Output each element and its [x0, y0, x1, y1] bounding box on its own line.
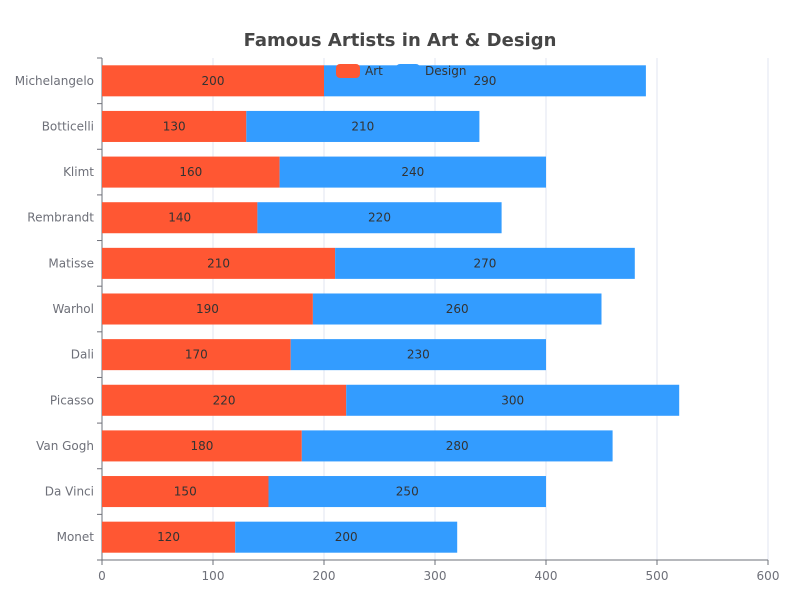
data-label: 230: [407, 348, 430, 362]
bar-design: [279, 156, 546, 188]
bar-art: [102, 384, 347, 416]
bar-design: [324, 65, 646, 97]
x-tick-label: 600: [757, 569, 780, 583]
data-label: 220: [368, 211, 391, 225]
bar-design: [246, 110, 480, 142]
data-label: 220: [213, 393, 236, 407]
bar-art: [102, 430, 302, 462]
data-label: 240: [401, 165, 424, 179]
data-label: 130: [163, 119, 186, 133]
x-tick-label: 0: [98, 569, 106, 583]
data-label: 290: [473, 74, 496, 88]
data-label: 170: [185, 348, 208, 362]
data-label: 160: [179, 165, 202, 179]
bar-art: [102, 156, 280, 188]
data-label: 280: [446, 439, 469, 453]
bar-design: [346, 384, 680, 416]
y-tick-label: Dali: [71, 348, 94, 362]
y-tick-label: Michelangelo: [15, 74, 94, 88]
data-label: 250: [396, 485, 419, 499]
chart-title: Famous Artists in Art & Design: [243, 30, 557, 51]
data-label: 210: [207, 256, 230, 270]
x-tick-label: 100: [202, 569, 225, 583]
y-tick-label: Picasso: [50, 393, 94, 407]
x-tick-label: 500: [646, 569, 669, 583]
data-label: 190: [196, 302, 219, 316]
data-label: 120: [157, 530, 180, 544]
bar-design: [290, 339, 546, 371]
y-tick-label: Matisse: [48, 256, 94, 270]
y-tick-label: Van Gogh: [36, 439, 94, 453]
x-tick-label: 300: [424, 569, 447, 583]
legend-swatch-design: [396, 64, 420, 78]
bar-design: [257, 202, 502, 234]
data-label: 270: [473, 256, 496, 270]
data-label: 200: [335, 530, 358, 544]
bar-art: [102, 476, 269, 508]
bar-art: [102, 65, 324, 97]
bar-art: [102, 202, 258, 234]
legend-label-design: Design: [425, 64, 466, 78]
data-label: 210: [351, 119, 374, 133]
y-tick-label: Da Vinci: [45, 485, 94, 499]
y-tick-label: Klimt: [63, 165, 94, 179]
x-tick-label: 400: [535, 569, 558, 583]
data-label: 200: [202, 74, 225, 88]
y-tick-label: Warhol: [53, 302, 94, 316]
bar-design: [301, 430, 613, 462]
bar-design: [312, 293, 602, 325]
bar-design: [335, 247, 635, 279]
bar-art: [102, 247, 336, 279]
data-label: 300: [501, 393, 524, 407]
bar-art: [102, 293, 313, 325]
y-tick-label: Rembrandt: [27, 211, 94, 225]
bar-art: [102, 339, 291, 371]
bar-art: [102, 521, 236, 553]
y-tick-label: Botticelli: [42, 119, 94, 133]
legend-label-art: Art: [365, 64, 383, 78]
data-label: 180: [190, 439, 213, 453]
bar-design: [268, 476, 546, 508]
x-tick-label: 200: [313, 569, 336, 583]
legend-swatch-art: [336, 64, 360, 78]
data-label: 150: [174, 485, 197, 499]
data-label: 260: [446, 302, 469, 316]
bar-design: [235, 521, 458, 553]
data-label: 140: [168, 211, 191, 225]
bar-art: [102, 110, 247, 142]
y-tick-label: Monet: [57, 530, 95, 544]
